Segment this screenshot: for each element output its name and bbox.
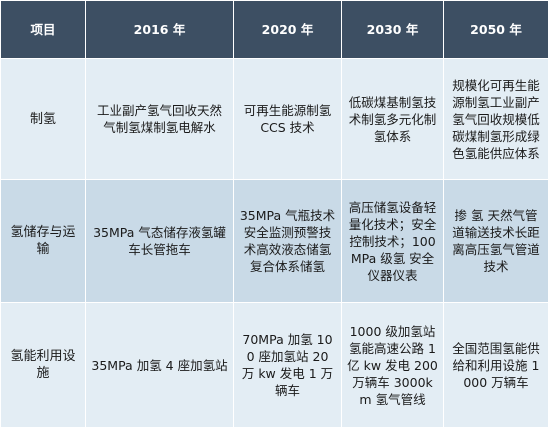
header-2020: 2020 年: [233, 0, 342, 59]
cell-2030: 高压储氢设备轻量化技术；安全控制技术；100MPa 级氢 安全 仪器仪表: [341, 179, 444, 303]
header-2030: 2030 年: [341, 0, 444, 59]
header-row: 项目 2016 年 2020 年 2030 年 2050 年: [0, 0, 548, 59]
cell-2050: 掺 氢 天然气管道输送技术长距离高压氢气管道技术: [443, 179, 548, 303]
row-label: 氢能利用设施: [0, 302, 86, 428]
row-label: 制氢: [0, 58, 86, 180]
cell-2030: 1000 级加氢站氢能高速公路 1 亿 kw 发电 200 万辆车 3000km…: [341, 302, 444, 428]
table-row: 氢储存与运输 35MPa 气态储存液氢罐车长管拖车 35MPa 气瓶技术安全监测…: [0, 179, 548, 303]
cell-2016: 35MPa 气态储存液氢罐车长管拖车: [85, 179, 234, 303]
header-2016: 2016 年: [85, 0, 234, 59]
row-label: 氢储存与运输: [0, 179, 86, 303]
header-item: 项目: [0, 0, 86, 59]
cell-2050: 规模化可再生能源制氢工业副产氢气回收规模低碳煤制氢形成绿色氢能供应体系: [443, 58, 548, 180]
cell-2020: 可再生能源制氢 CCS 技术: [233, 58, 342, 180]
header-2050: 2050 年: [443, 0, 548, 59]
table-row: 制氢 工业副产氢气回收天然气制氢煤制氢电解水 可再生能源制氢 CCS 技术 低碳…: [0, 58, 548, 180]
cell-2020: 35MPa 气瓶技术安全监测预警技术高效液态储氢复合体系储氢: [233, 179, 342, 303]
cell-2020: 70MPa 加氢 100 座加氢站 20 万 kw 发电 1 万辆车: [233, 302, 342, 428]
cell-2016: 工业副产氢气回收天然气制氢煤制氢电解水: [85, 58, 234, 180]
table-row: 氢能利用设施 35MPa 加氢 4 座加氢站 70MPa 加氢 100 座加氢站…: [0, 302, 548, 428]
cell-2016: 35MPa 加氢 4 座加氢站: [85, 302, 234, 428]
cell-2050: 全国范围氢能供给和利用设施 1000 万辆车: [443, 302, 548, 428]
cell-2030: 低碳煤基制氢技术制氢多元化制氢体系: [341, 58, 444, 180]
